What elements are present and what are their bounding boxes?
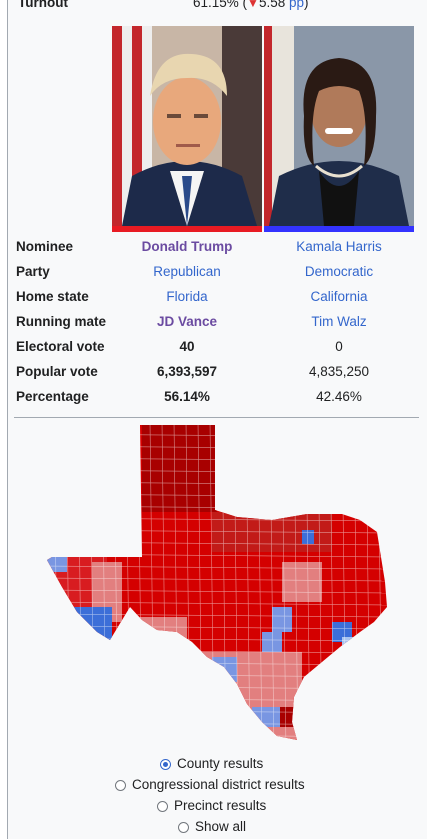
county-fills bbox=[47, 425, 387, 740]
running-mate-label: Running mate bbox=[16, 314, 106, 329]
harris-name-link[interactable]: Kamala Harris bbox=[296, 239, 382, 254]
radio-show-all[interactable] bbox=[178, 822, 189, 833]
nominee-label: Nominee bbox=[16, 239, 74, 254]
trump-portrait[interactable] bbox=[112, 26, 262, 226]
radio-county-results[interactable] bbox=[160, 759, 171, 770]
harris-color-bar bbox=[264, 226, 414, 232]
harris-popular-vote: 4,835,250 bbox=[308, 364, 370, 379]
percentage-label: Percentage bbox=[16, 389, 89, 404]
row-home-state: Home state Florida California bbox=[8, 286, 427, 311]
turnout-label: Turnout bbox=[18, 0, 68, 10]
row-nominee: Nominee Donald Trump Kamala Harris bbox=[8, 236, 427, 261]
option-label: Show all bbox=[195, 819, 247, 834]
harris-percentage: 42.46% bbox=[316, 389, 362, 404]
option-show-all[interactable]: Show all bbox=[178, 819, 246, 839]
trump-percentage: 56.14% bbox=[164, 389, 210, 404]
down-arrow-icon: ▼ bbox=[247, 0, 259, 10]
turnout-percent: 61.15% ( bbox=[193, 0, 248, 10]
radio-congressional-district-results[interactable] bbox=[115, 780, 126, 791]
row-running-mate: Running mate JD Vance Tim Walz bbox=[8, 311, 427, 336]
row-popular-vote: Popular vote 6,393,597 4,835,250 bbox=[8, 361, 427, 386]
trump-electoral-vote: 40 bbox=[179, 339, 195, 354]
election-infobox: Turnout 61.15% (▼5.58 pp) bbox=[7, 0, 427, 839]
option-county-results[interactable]: County results bbox=[160, 756, 263, 776]
trump-party-link[interactable]: Republican bbox=[153, 264, 221, 279]
radio-precinct-results[interactable] bbox=[157, 801, 168, 812]
option-precinct-results[interactable]: Precinct results bbox=[157, 798, 266, 818]
row-party: Party Republican Democratic bbox=[8, 261, 427, 286]
party-label: Party bbox=[16, 264, 50, 279]
option-label: County results bbox=[177, 756, 264, 771]
harris-running-mate-link[interactable]: Tim Walz bbox=[311, 314, 367, 329]
pp-link[interactable]: pp bbox=[288, 0, 305, 10]
row-percentage: Percentage 56.14% 42.46% bbox=[8, 386, 427, 411]
home-state-label: Home state bbox=[16, 289, 89, 304]
turnout-change: 5.58 bbox=[258, 0, 286, 10]
turnout-close: ) bbox=[304, 0, 309, 10]
divider bbox=[14, 417, 419, 418]
turnout-row: Turnout 61.15% (▼5.58 pp) bbox=[8, 0, 427, 15]
trump-running-mate-link[interactable]: JD Vance bbox=[156, 314, 218, 329]
trump-popular-vote: 6,393,597 bbox=[156, 364, 218, 379]
popular-vote-label: Popular vote bbox=[16, 364, 98, 379]
harris-portrait[interactable] bbox=[264, 26, 414, 226]
option-congressional-district-results[interactable]: Congressional district results bbox=[115, 777, 305, 797]
trump-name-link[interactable]: Donald Trump bbox=[141, 239, 233, 254]
trump-color-bar bbox=[112, 226, 262, 232]
option-label: Congressional district results bbox=[132, 777, 305, 792]
trump-home-state-link[interactable]: Florida bbox=[166, 289, 208, 304]
electoral-vote-label: Electoral vote bbox=[16, 339, 105, 354]
harris-electoral-vote: 0 bbox=[335, 339, 343, 354]
harris-party-link[interactable]: Democratic bbox=[304, 264, 374, 279]
texas-county-map[interactable] bbox=[42, 422, 392, 757]
option-label: Precinct results bbox=[174, 798, 267, 813]
turnout-value: 61.15% (▼5.58 pp) bbox=[193, 0, 309, 10]
harris-home-state-link[interactable]: California bbox=[310, 289, 368, 304]
row-electoral-vote: Electoral vote 40 0 bbox=[8, 336, 427, 361]
